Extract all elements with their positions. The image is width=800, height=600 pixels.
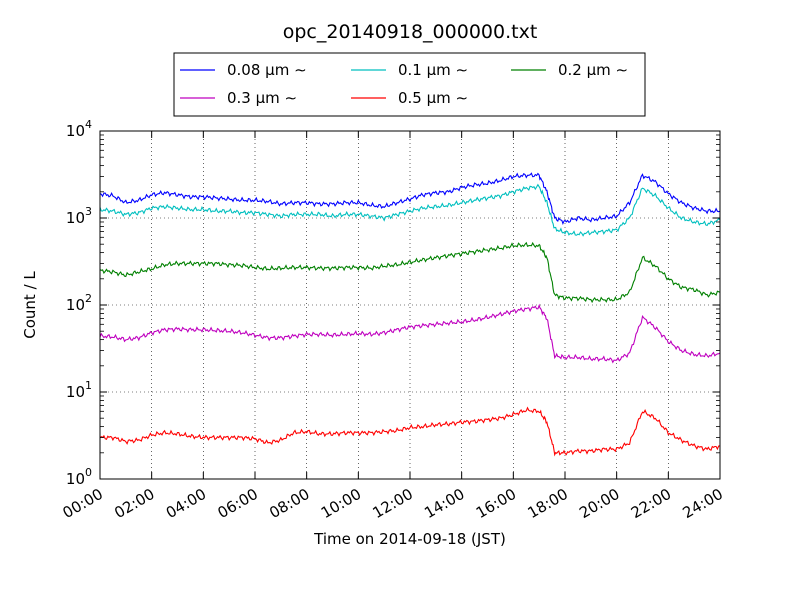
legend-label: 0.3 μm ∼ bbox=[227, 89, 297, 107]
series-line bbox=[99, 241, 721, 304]
chart-title: opc_20140918_000000.txt bbox=[283, 21, 538, 43]
legend-label: 0.5 μm ∼ bbox=[398, 89, 468, 107]
y-tick-label: 103 bbox=[66, 205, 92, 227]
grid-lines bbox=[100, 131, 720, 479]
legend-label: 0.2 μm ∼ bbox=[558, 61, 628, 79]
x-axis-label: Time on 2014-09-18 (JST) bbox=[313, 530, 506, 548]
series-line bbox=[99, 406, 721, 457]
legend: 0.08 μm ∼ 0.1 μm ∼ 0.2 μm ∼ 0.3 μm ∼ 0.5 μm … bbox=[173, 52, 646, 117]
legend-label: 0.1 μm ∼ bbox=[398, 61, 468, 79]
legend-label: 0.08 μm ∼ bbox=[227, 61, 307, 79]
y-axis: 100 101 102 103 104 bbox=[66, 118, 720, 488]
y-tick-label: 102 bbox=[66, 292, 92, 314]
series-lines bbox=[99, 172, 721, 457]
series-line bbox=[99, 172, 721, 225]
legend-box bbox=[173, 52, 646, 117]
series-line bbox=[99, 303, 721, 364]
y-tick-label: 101 bbox=[66, 379, 92, 401]
y-axis-label: Count / L bbox=[21, 271, 39, 339]
y-tick-label: 100 bbox=[66, 466, 92, 488]
series-line bbox=[99, 183, 721, 237]
y-tick-label: 104 bbox=[66, 118, 92, 140]
